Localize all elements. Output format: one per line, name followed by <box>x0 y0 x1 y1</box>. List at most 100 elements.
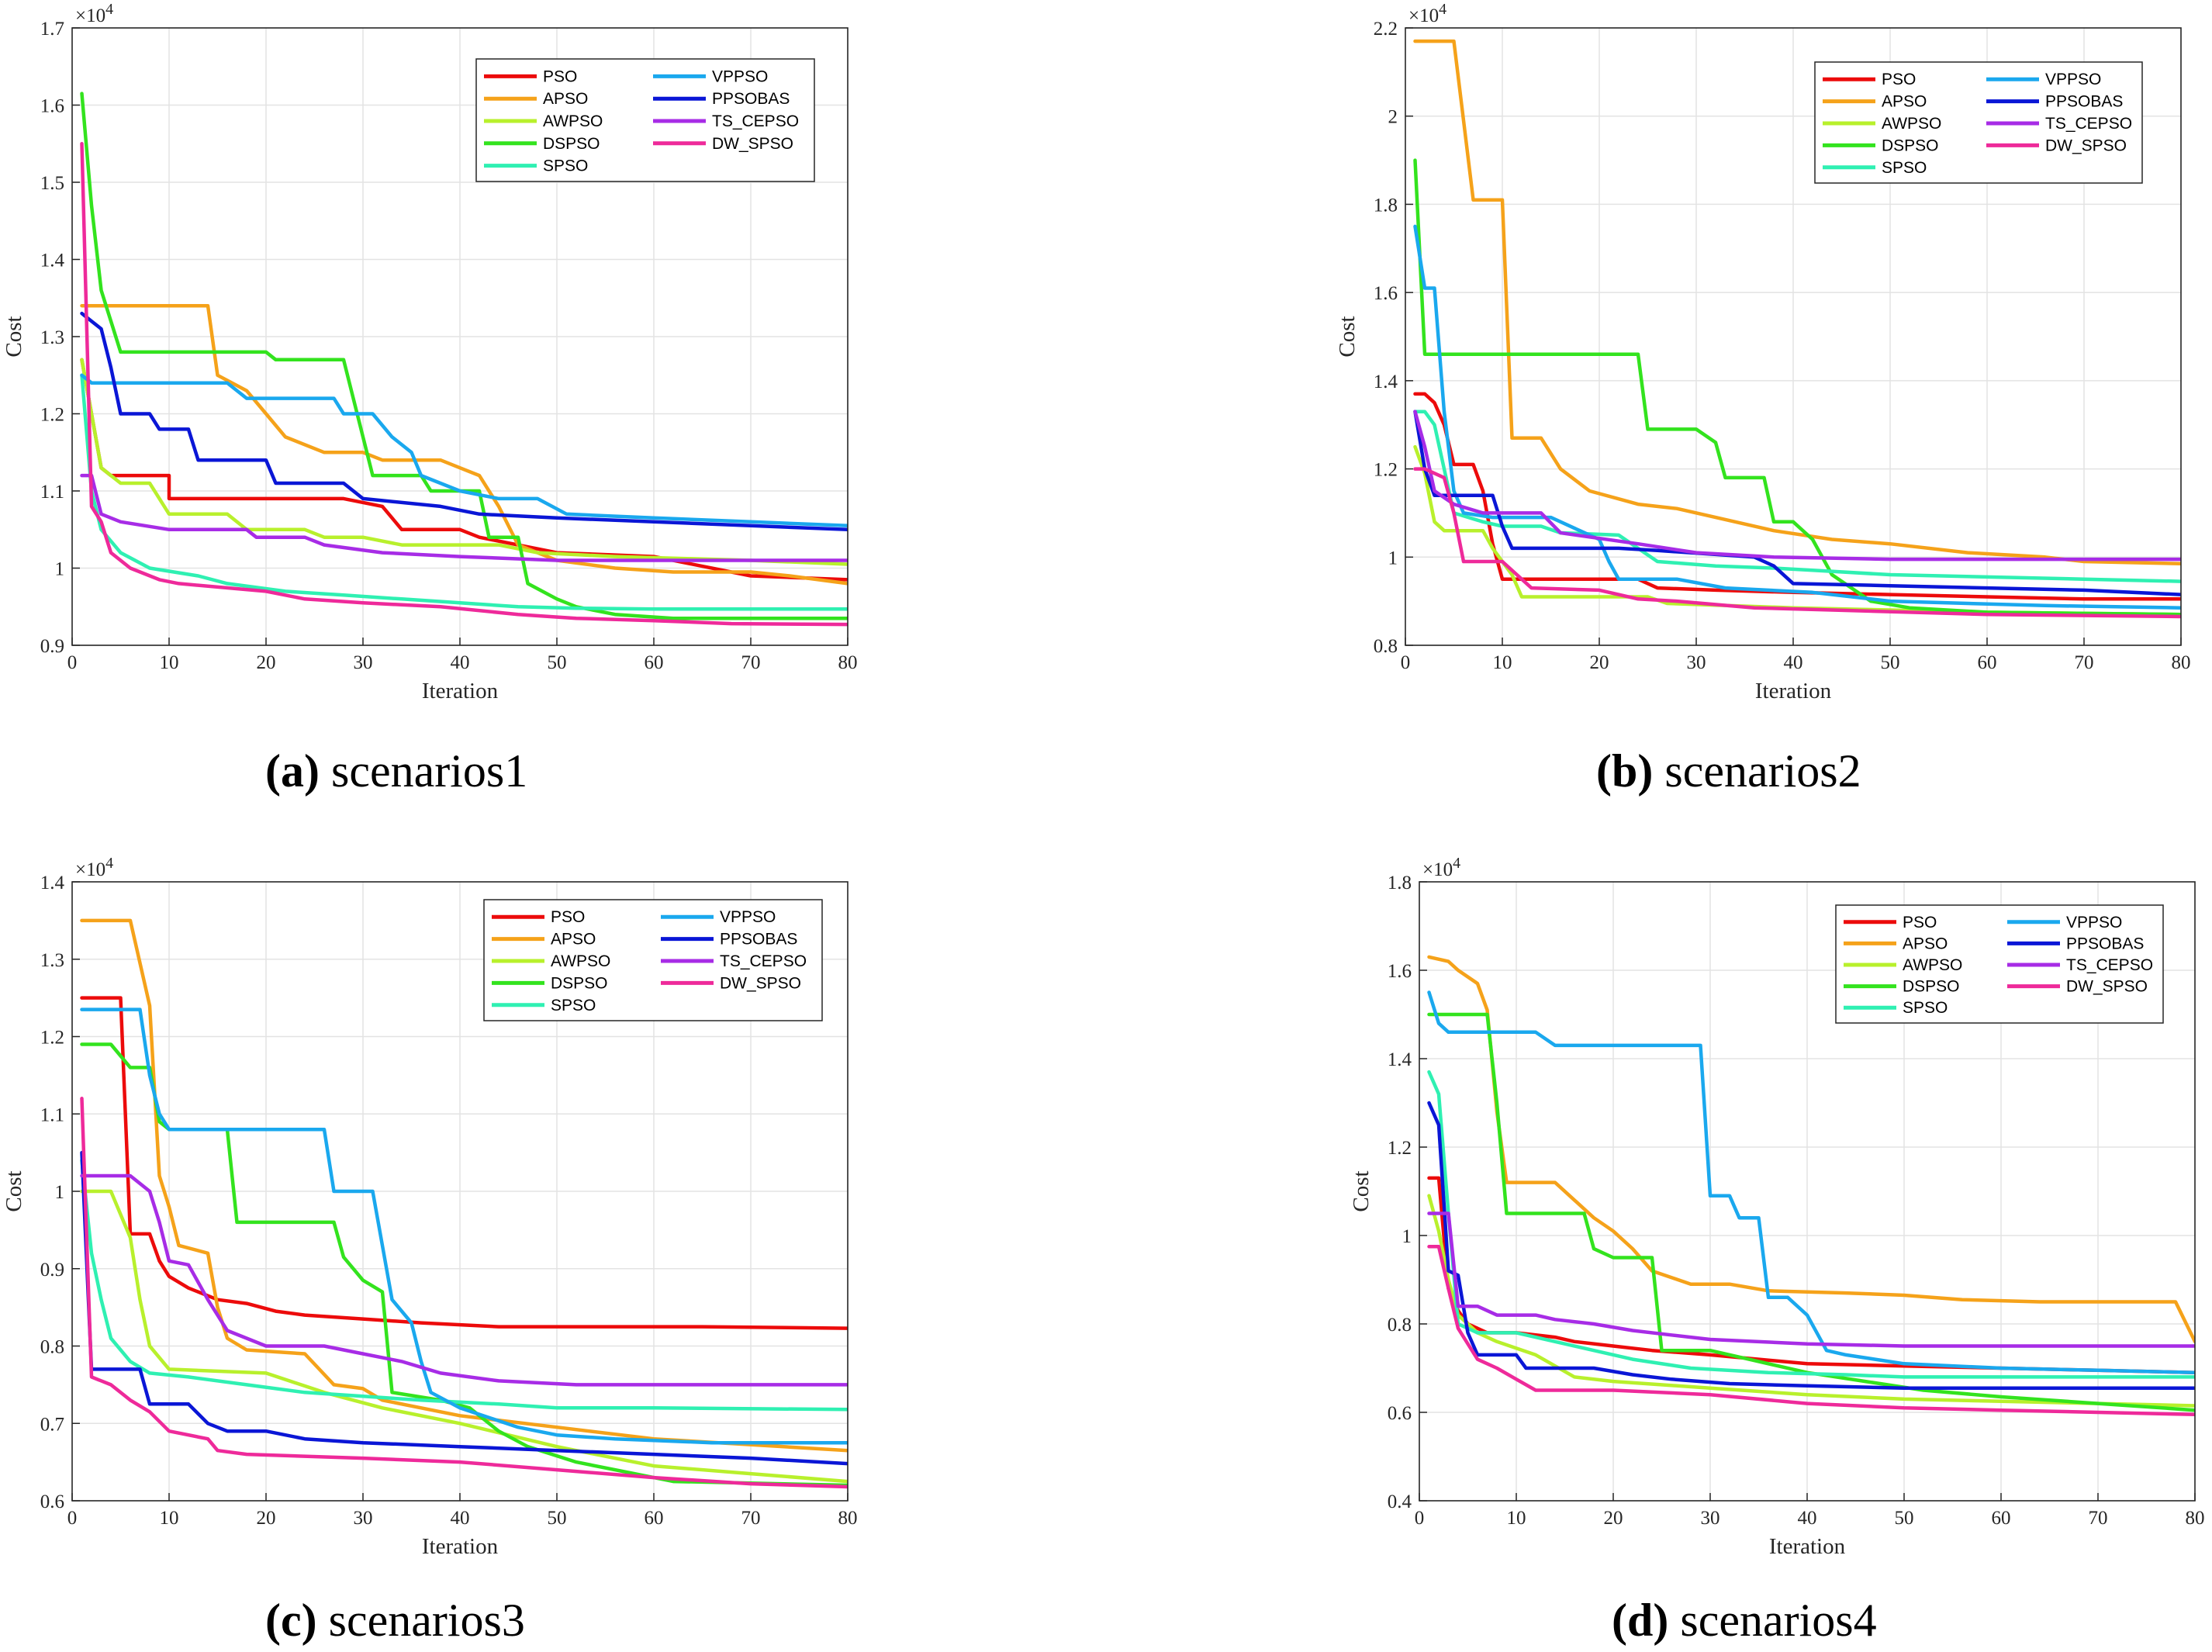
y-tick-label: 1.4 <box>40 873 65 893</box>
legend-label-vppso: VPPSO <box>2045 71 2101 88</box>
series-line-dw_spso <box>80 141 848 627</box>
caption-c-letter: (c) <box>265 1595 317 1646</box>
series-group <box>1413 39 2181 619</box>
caption-a-text: scenarios1 <box>330 745 528 797</box>
legend-label-ts_cepso: TS_CEPSO <box>720 952 807 970</box>
caption-d-text: scenarios4 <box>1680 1595 1877 1646</box>
y-tick-label: 0.9 <box>40 636 64 657</box>
legend-label-vppso: VPPSO <box>720 908 776 926</box>
y-multiplier: ×104 <box>1408 1 1446 26</box>
series-line-apso <box>1413 39 2181 566</box>
legend-label-apso: APSO <box>1882 93 1927 111</box>
y-tick-label: 1.4 <box>40 251 65 271</box>
legend-label-pso: PSO <box>1882 71 1916 88</box>
x-tick-label: 50 <box>548 652 567 673</box>
x-tick-label: 10 <box>160 1508 179 1529</box>
caption-b: (b) scenarios2 <box>1596 745 1861 798</box>
caption-d: (d) scenarios4 <box>1612 1594 1877 1647</box>
series-line-pso <box>80 996 848 1330</box>
y-multiplier: ×104 <box>1422 855 1460 880</box>
legend-label-dw_spso: DW_SPSO <box>720 974 801 992</box>
legend-label-awpso: AWPSO <box>543 112 603 130</box>
x-tick-label: 30 <box>354 652 373 673</box>
x-tick-label: 70 <box>2075 652 2094 673</box>
legend-label-apso: APSO <box>543 90 588 108</box>
legend: PSO APSO AWPSO DSPSO SPSO VPPSO PPSOBAS TS_CEPS… <box>1835 904 2164 1024</box>
y-tick-label: 2.2 <box>1374 19 1398 40</box>
legend-label-spso: SPSO <box>543 157 588 175</box>
y-tick-label: 1.1 <box>40 1104 64 1125</box>
legend-label-ppsobas: PPSOBAS <box>720 931 797 949</box>
legend-label-ts_cepso: TS_CEPSO <box>2066 956 2153 974</box>
y-tick-label: 1.2 <box>40 405 64 426</box>
y-multiplier: ×104 <box>75 855 113 880</box>
y-tick-label: 1.3 <box>40 327 64 348</box>
y-multiplier: ×104 <box>75 1 113 26</box>
x-tick-label: 30 <box>1701 1508 1720 1529</box>
series-line-awpso <box>80 358 848 566</box>
x-tick-label: 80 <box>838 1508 858 1529</box>
y-axis-label: Cost <box>2 1170 26 1211</box>
x-axis-label: Iteration <box>1755 679 1832 703</box>
legend: PSO APSO AWPSO DSPSO SPSO VPPSO PPSOBAS TS_CEPS… <box>1814 61 2143 184</box>
x-tick-label: 20 <box>257 652 276 673</box>
chart-b: 0 10 20 30 40 50 60 70 80 0.8 1 1.2 1.4 1.6 1.8 2 2.2 ×10… <box>1335 1 2191 703</box>
x-tick-label: 60 <box>1978 652 1997 673</box>
x-tick-label: 0 <box>1401 652 1411 673</box>
series-line-dw_spso <box>1427 1245 2195 1417</box>
caption-c: (c) scenarios3 <box>265 1594 525 1647</box>
legend-label-spso: SPSO <box>551 997 596 1014</box>
legend-label-awpso: AWPSO <box>1903 956 1962 974</box>
x-tick-label: 10 <box>1507 1508 1526 1529</box>
legend-label-awpso: AWPSO <box>1882 115 1941 133</box>
x-tick-label: 50 <box>1881 652 1900 673</box>
y-tick-label: 0.6 <box>1388 1403 1412 1424</box>
y-axis-label: Cost <box>1349 1170 1374 1211</box>
series-group <box>80 92 848 627</box>
series-line-ts_cepso <box>80 1173 848 1387</box>
caption-d-letter: (d) <box>1612 1595 1669 1646</box>
chart-d: 0 10 20 30 40 50 60 70 80 0.4 0.6 0.8 1 1.2 1.4 1.6 1.8 ×… <box>1349 855 2205 1559</box>
y-tick-label: 0.8 <box>1388 1315 1412 1336</box>
legend-label-dspso: DSPSO <box>1882 137 1939 154</box>
y-tick-label: 0.8 <box>1374 636 1398 657</box>
legend-label-ppsobas: PPSOBAS <box>2045 93 2123 111</box>
y-axis-label: Cost <box>2 316 26 357</box>
series-line-awpso <box>1427 1194 2195 1408</box>
legend-label-dspso: DSPSO <box>1903 978 1960 996</box>
y-tick-label: 1.2 <box>1388 1138 1412 1159</box>
x-tick-label: 80 <box>838 652 858 673</box>
x-tick-label: 0 <box>67 1508 78 1529</box>
x-tick-label: 40 <box>1798 1508 1817 1529</box>
x-tick-label: 30 <box>1687 652 1706 673</box>
series-line-awpso <box>80 1189 848 1484</box>
series-line-dw_spso <box>1413 467 2181 619</box>
legend-label-ppsobas: PPSOBAS <box>2066 935 2144 952</box>
y-tick-label: 2 <box>1388 107 1398 128</box>
series-line-ppsobas <box>80 1150 848 1466</box>
series-line-apso <box>80 918 848 1453</box>
x-tick-label: 50 <box>1895 1508 1914 1529</box>
y-tick-label: 1.6 <box>1374 283 1398 304</box>
series-group <box>80 918 848 1489</box>
legend-label-awpso: AWPSO <box>551 952 610 970</box>
y-tick-label: 1.6 <box>40 96 64 117</box>
y-tick-label: 1.2 <box>40 1028 64 1049</box>
y-tick-label: 0.7 <box>40 1414 64 1435</box>
x-tick-label: 40 <box>451 652 470 673</box>
x-tick-label: 80 <box>2172 652 2191 673</box>
legend-label-apso: APSO <box>1903 935 1948 952</box>
caption-a: (a) scenarios1 <box>265 745 527 798</box>
x-axis-label: Iteration <box>422 1534 499 1559</box>
series-line-vppso <box>80 1007 848 1445</box>
series-line-vppso <box>80 373 848 528</box>
legend-label-dspso: DSPSO <box>551 974 608 992</box>
series-line-dspso <box>1427 1012 2195 1412</box>
y-tick-label: 1.4 <box>1388 1049 1412 1070</box>
legend-label-ppsobas: PPSOBAS <box>712 90 790 108</box>
y-tick-label: 1.3 <box>40 950 64 971</box>
x-tick-label: 10 <box>1493 652 1512 673</box>
series-line-ppsobas <box>1413 410 2181 596</box>
legend-label-pso: PSO <box>1903 914 1937 931</box>
